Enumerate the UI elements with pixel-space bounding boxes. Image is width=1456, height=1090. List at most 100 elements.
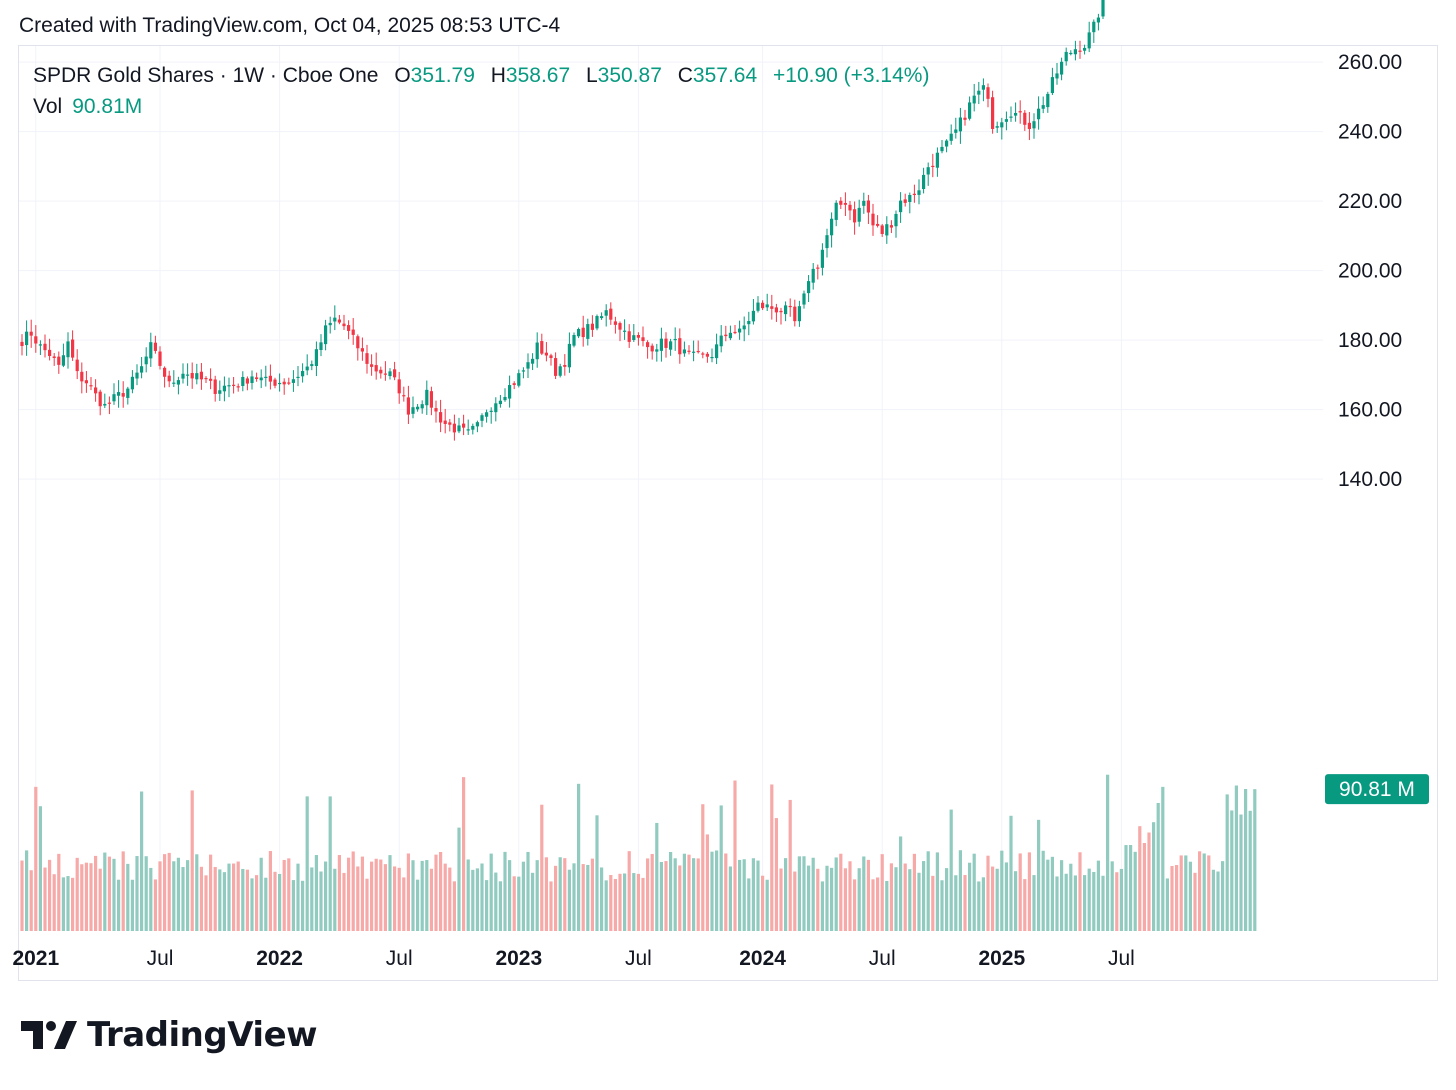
y-tick-label: 240.00 bbox=[1338, 121, 1402, 144]
volume-bar bbox=[190, 790, 194, 931]
candle-body bbox=[489, 410, 493, 412]
high-value: 358.67 bbox=[505, 64, 571, 87]
volume-bar bbox=[912, 853, 916, 931]
x-tick-label: Jul bbox=[625, 947, 652, 970]
volume-bar bbox=[278, 873, 282, 931]
candle-body bbox=[705, 353, 709, 357]
candle-body bbox=[268, 375, 272, 382]
volume-bar bbox=[1161, 786, 1165, 931]
candle-body bbox=[1018, 111, 1022, 113]
y-tick-label: 160.00 bbox=[1338, 399, 1402, 422]
candle-body bbox=[816, 267, 820, 269]
candle-body bbox=[636, 335, 640, 338]
candle-body bbox=[871, 213, 875, 226]
candle-body bbox=[337, 319, 341, 323]
candle-body bbox=[388, 371, 392, 377]
candle-body bbox=[1004, 119, 1008, 122]
volume-bar bbox=[521, 861, 525, 931]
y-tick-label: 200.00 bbox=[1338, 260, 1402, 283]
candle-body bbox=[471, 425, 475, 430]
candle-body bbox=[899, 200, 903, 213]
volume-bar bbox=[650, 853, 654, 931]
candle-body bbox=[866, 200, 870, 213]
candle-body bbox=[135, 372, 139, 379]
candle-body bbox=[719, 335, 723, 347]
candle-body bbox=[140, 366, 144, 373]
candle-body bbox=[922, 174, 926, 190]
candle-body bbox=[121, 393, 125, 397]
candle-body bbox=[342, 323, 346, 327]
volume-bar bbox=[705, 834, 709, 931]
volume-bar bbox=[425, 860, 429, 931]
candle-body bbox=[977, 90, 981, 95]
candle-body bbox=[669, 341, 673, 350]
candle-body bbox=[894, 213, 898, 227]
candle-body bbox=[747, 321, 751, 325]
candle-body bbox=[1092, 21, 1096, 33]
volume-bar bbox=[34, 786, 38, 931]
x-tick-label: 2021 bbox=[12, 947, 59, 970]
candle-body bbox=[540, 341, 544, 354]
candle-body bbox=[609, 308, 613, 320]
volume-bar bbox=[535, 860, 539, 931]
candle-body bbox=[586, 324, 590, 339]
candle-body bbox=[508, 385, 512, 399]
candle-body bbox=[264, 376, 268, 378]
volume-bar bbox=[949, 809, 953, 931]
volume-bar bbox=[43, 867, 47, 931]
volume-bar bbox=[1023, 879, 1027, 931]
volume-bar bbox=[480, 863, 484, 931]
volume-bar bbox=[268, 851, 272, 931]
candle-body bbox=[549, 355, 553, 359]
volume-bar bbox=[370, 861, 374, 931]
volume-bar bbox=[411, 860, 415, 931]
candle-body bbox=[167, 375, 171, 382]
volume-bar bbox=[1193, 872, 1197, 931]
volume-bar bbox=[1147, 832, 1151, 931]
y-tick-label: 280.00 bbox=[1338, 0, 1402, 5]
candle-body bbox=[945, 140, 949, 147]
candles bbox=[20, 0, 1105, 441]
tradingview-brand[interactable]: TradingView bbox=[21, 1015, 318, 1055]
volume-bar bbox=[540, 804, 544, 931]
candle-body bbox=[296, 376, 300, 379]
volume-bar bbox=[130, 879, 134, 931]
volume-bar bbox=[1230, 810, 1234, 931]
symbol-title[interactable]: SPDR Gold Shares · 1W · Cboe One bbox=[33, 64, 379, 87]
candle-body bbox=[572, 335, 576, 346]
volume-bar bbox=[245, 869, 249, 931]
volume-bar bbox=[1129, 845, 1133, 931]
candle-body bbox=[282, 381, 286, 385]
volume-bar bbox=[236, 861, 240, 931]
candle-body bbox=[618, 323, 622, 330]
candle-body bbox=[38, 344, 42, 346]
candle-body bbox=[940, 146, 944, 152]
volume-bar bbox=[195, 854, 199, 931]
volume-bar bbox=[715, 850, 719, 931]
candle-body bbox=[991, 97, 995, 129]
volume-bar bbox=[774, 818, 778, 931]
volume-bar bbox=[1184, 855, 1188, 931]
candle-body bbox=[365, 353, 369, 364]
candle-body bbox=[968, 102, 972, 119]
candle-body bbox=[931, 165, 935, 168]
candle-body bbox=[986, 87, 990, 99]
volume-bar bbox=[862, 856, 866, 931]
volume-bar bbox=[793, 871, 797, 931]
chart-grid bbox=[19, 46, 1323, 931]
volume-bar bbox=[112, 858, 116, 931]
candle-body bbox=[558, 366, 562, 376]
candle-body bbox=[480, 415, 484, 421]
volume-bar bbox=[333, 868, 337, 931]
volume-bar bbox=[696, 858, 700, 931]
volume-bar bbox=[29, 870, 33, 931]
candle-body bbox=[544, 352, 548, 356]
candle-body bbox=[144, 356, 148, 365]
candle-body bbox=[1000, 122, 1004, 128]
volume-bar bbox=[186, 860, 190, 931]
volume-label[interactable]: Vol bbox=[33, 95, 63, 118]
candle-body bbox=[1055, 73, 1059, 79]
candle-body bbox=[52, 356, 56, 358]
candle-body bbox=[1073, 49, 1077, 55]
